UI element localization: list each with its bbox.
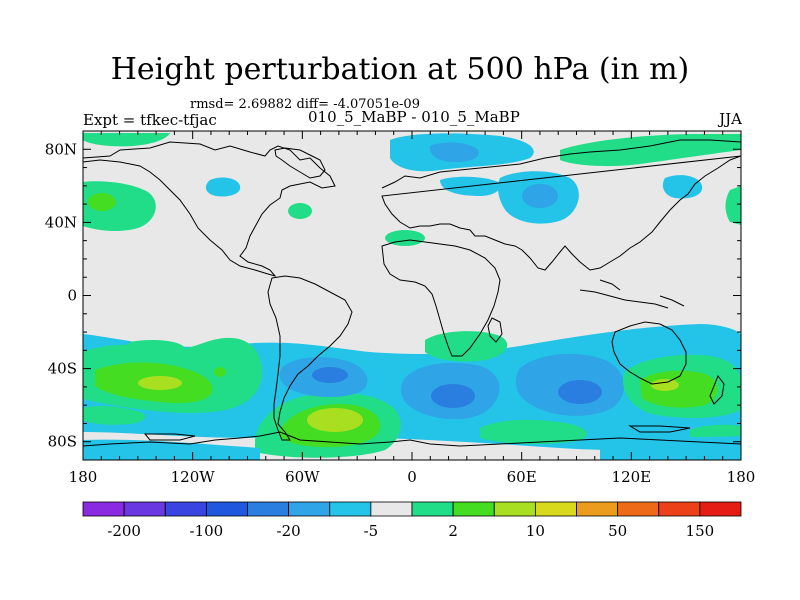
right-label: JJA — [719, 110, 742, 128]
coastline-antarctic-shelf — [143, 433, 196, 441]
colorbar-swatch — [617, 501, 660, 517]
colorbar-swatch — [534, 501, 577, 517]
contour-region — [88, 193, 116, 211]
contour-region — [431, 384, 475, 408]
coastline-new-zealand — [709, 374, 725, 405]
colorbar-label: 50 — [608, 522, 627, 540]
contour-region — [662, 175, 703, 199]
x-tick-label: 180 — [69, 468, 98, 486]
contour-region — [600, 436, 741, 460]
colorbar-label: 10 — [526, 522, 545, 540]
contour-region — [83, 439, 260, 460]
x-tick-label: 60E — [507, 468, 537, 486]
colorbar-swatch — [329, 501, 372, 517]
colorbar-label: -200 — [107, 522, 141, 540]
coastline-australia — [611, 321, 687, 385]
coastline-greenland — [274, 147, 326, 179]
colorbar-swatch — [411, 501, 454, 517]
contour-region — [425, 331, 508, 362]
colorbar-labels: -200 -100 -20 -5 2 10 50 150 — [107, 522, 714, 540]
y-tick-label: 80S — [48, 433, 77, 451]
contour-region — [558, 380, 602, 404]
contour-region — [480, 419, 587, 445]
stats-line: rmsd= 2.69882 diff= -4.07051e-09 — [190, 97, 420, 112]
contour-region — [312, 367, 348, 383]
map-title: Height perturbation at 500 hPa (in m) — [110, 52, 690, 87]
coastline-antarctica — [83, 431, 741, 447]
contour-region — [138, 376, 182, 390]
coastline-north-america — [83, 141, 336, 277]
contour-region — [429, 142, 479, 162]
colorbar-swatch — [658, 501, 701, 517]
colorbar-label: -20 — [277, 522, 301, 540]
colorbar-swatch — [493, 501, 536, 517]
axis-tick-labels: 180 120W 60W 0 60E 120E 180 80N 40N 0 40S 80S — [45, 140, 756, 486]
x-tick-label: 120E — [612, 468, 652, 486]
colorbar-label: 2 — [448, 522, 458, 540]
contour-region — [214, 367, 226, 377]
x-tick-label: 120W — [171, 468, 216, 486]
x-tick-label: 60W — [285, 468, 320, 486]
axis-ticks — [82, 130, 742, 461]
coastline-eurasia — [381, 139, 741, 271]
colorbar-label: -100 — [190, 522, 224, 540]
colorbar-label: -5 — [364, 522, 379, 540]
contour-region — [651, 379, 679, 391]
coastline-madagascar — [487, 317, 503, 343]
colorbar-swatch — [699, 501, 742, 517]
colorbar-swatch — [247, 501, 290, 517]
contour-region — [205, 177, 241, 197]
coastline-antarctic-shelf — [628, 425, 691, 433]
contour-region — [128, 340, 186, 357]
coastline-south-america — [267, 275, 353, 441]
coastline-islands — [579, 279, 685, 309]
contour-region — [288, 203, 312, 219]
left-label: Expt = tfkec-tfjac — [83, 111, 217, 129]
colorbar-swatch — [452, 501, 495, 517]
center-label: 010_5_MaBP - 010_5_MaBP — [308, 108, 520, 126]
colorbar-swatch — [370, 501, 413, 517]
colorbar-swatch — [82, 501, 125, 517]
contour-region — [522, 184, 558, 208]
colorbar-swatch — [205, 501, 248, 517]
y-tick-label: 80N — [45, 140, 77, 158]
x-tick-label: 180 — [727, 468, 756, 486]
x-tick-label: 0 — [407, 468, 417, 486]
colorbar-swatch — [576, 501, 619, 517]
contour-fill-layer — [83, 133, 741, 460]
y-tick-label: 0 — [67, 287, 77, 305]
contour-region — [83, 405, 146, 425]
y-tick-label: 40S — [48, 360, 77, 378]
colorbar — [82, 501, 742, 517]
contour-region — [307, 408, 363, 432]
y-tick-label: 40N — [45, 213, 77, 231]
coastline-layer — [83, 139, 741, 447]
colorbar-swatch — [288, 501, 331, 517]
contour-region — [725, 186, 741, 225]
coastline-africa — [381, 239, 501, 357]
colorbar-label: 150 — [686, 522, 715, 540]
contour-region — [83, 133, 170, 147]
colorbar-swatch — [123, 501, 166, 517]
contour-region — [560, 134, 741, 167]
colorbar-swatch — [164, 501, 207, 517]
